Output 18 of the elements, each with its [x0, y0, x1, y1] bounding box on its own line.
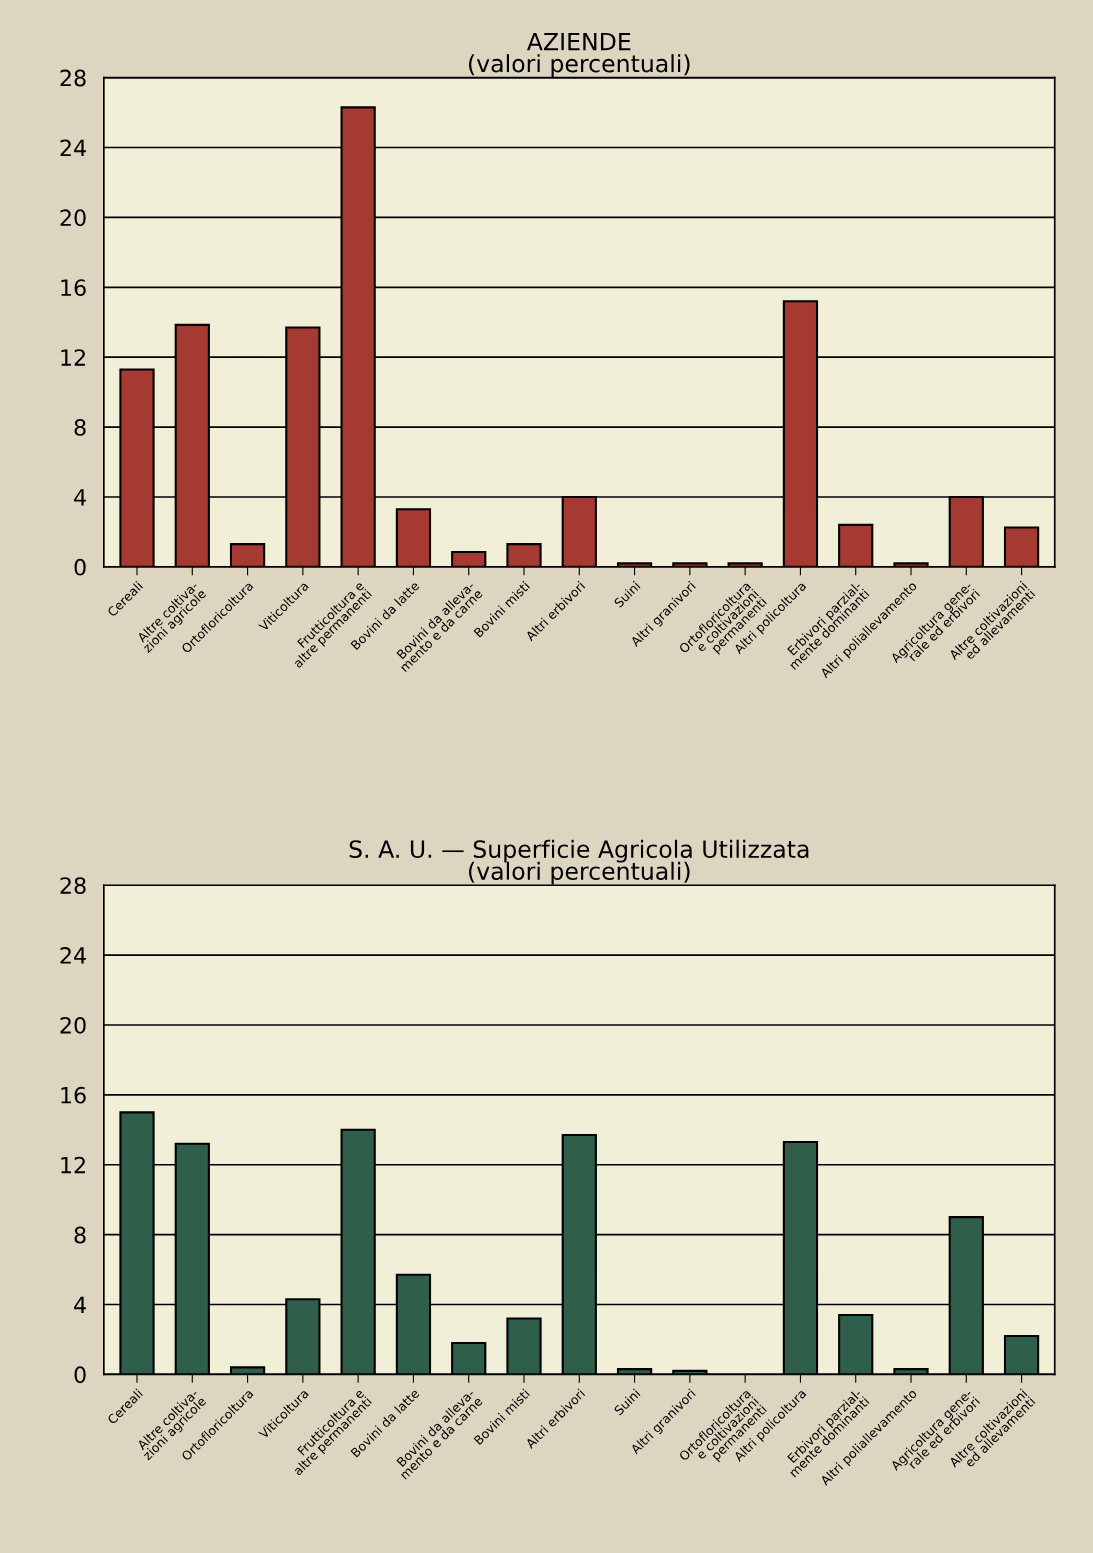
- y-tick-label: 0: [74, 1366, 86, 1384]
- y-tick-label: 28: [60, 69, 86, 87]
- y-tick-label: 8: [74, 419, 86, 436]
- y-tick-label: 20: [60, 1016, 86, 1034]
- y-tick-label: 16: [61, 279, 86, 297]
- y-tick-label: 0: [74, 558, 86, 576]
- y-tick-label: 24: [60, 947, 86, 964]
- y-tick-label: 12: [61, 1156, 85, 1174]
- y-tick-label: 28: [60, 877, 86, 894]
- y-tick-label: 12: [61, 349, 85, 366]
- y-tick-label: 8: [74, 1226, 86, 1244]
- y-tick-label: 16: [61, 1086, 86, 1104]
- y-tick-label: 20: [60, 209, 86, 227]
- y-tick-label: 24: [60, 139, 86, 156]
- y-tick-label: 4: [74, 1296, 86, 1313]
- chart-title: AZIENDE (valori percentuali): [469, 32, 690, 77]
- y-tick-label: 4: [74, 489, 86, 506]
- chart-title: S. A. U. — Superficie Agricola Utilizzata (valori percentuali): [349, 839, 809, 885]
